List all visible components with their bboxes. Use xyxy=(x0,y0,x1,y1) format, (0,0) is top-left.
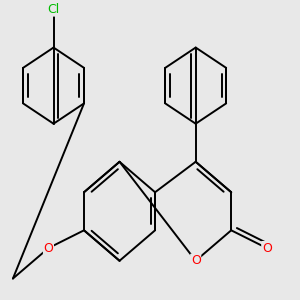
Text: O: O xyxy=(44,242,53,255)
Text: Cl: Cl xyxy=(47,3,60,16)
Text: O: O xyxy=(191,254,201,267)
Text: O: O xyxy=(262,242,272,255)
